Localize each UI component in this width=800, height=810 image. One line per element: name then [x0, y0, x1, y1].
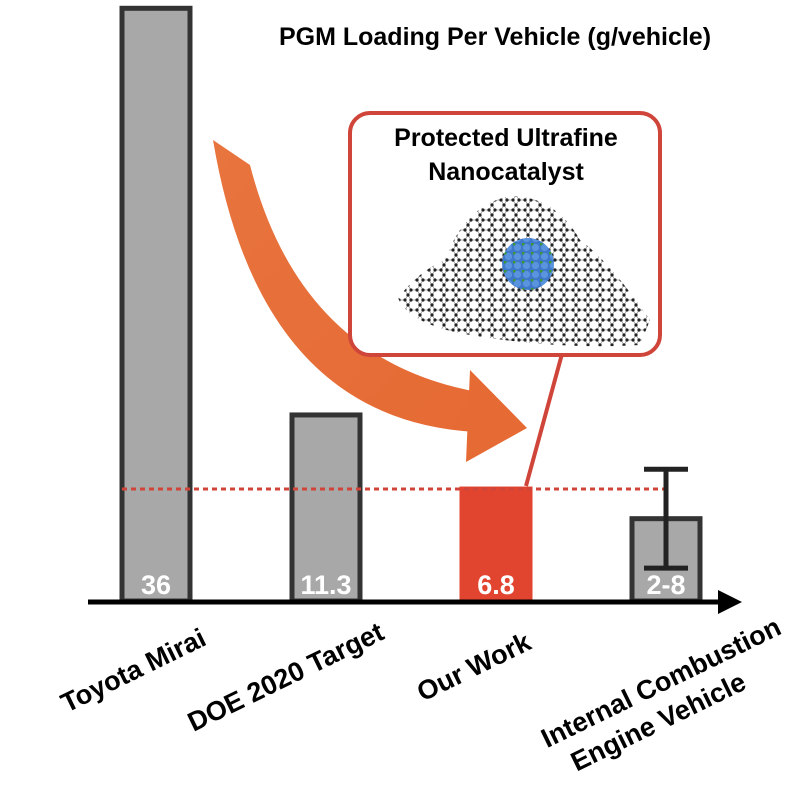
- nanocatalyst-illustration: [398, 196, 650, 347]
- category-label-1: DOE 2020 Target: [183, 617, 389, 738]
- x-axis-arrowhead: [718, 590, 742, 614]
- category-label-2: Our Work: [412, 626, 536, 707]
- category-label-0: Toyota Mirai: [56, 623, 210, 719]
- value-label-0: 36: [141, 570, 171, 600]
- callout: Protected Ultrafine Nanocatalyst: [348, 111, 662, 487]
- chart-title: PGM Loading Per Vehicle (g/vehicle): [279, 23, 711, 51]
- value-labels: 36 11.3 6.8 2-8: [141, 570, 686, 600]
- value-label-1: 11.3: [300, 570, 351, 600]
- value-label-3: 2-8: [646, 570, 685, 600]
- callout-title-line-1: Protected Ultrafine: [394, 124, 618, 152]
- error-bar: [644, 466, 688, 571]
- bar-0: [119, 5, 193, 604]
- callout-title-line-2: Nanocatalyst: [428, 158, 584, 186]
- curved-arrow-icon: [213, 140, 527, 462]
- value-label-2: 6.8: [477, 570, 515, 600]
